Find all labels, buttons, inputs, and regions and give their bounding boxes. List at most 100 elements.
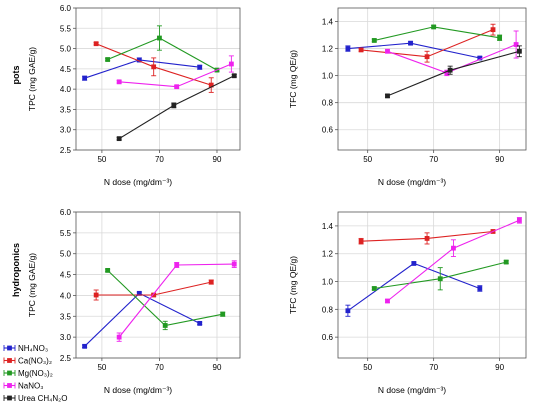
y-tick-label: 5.5 <box>60 229 72 238</box>
data-point-mgno3 <box>220 311 226 317</box>
x-tick-label: 90 <box>213 155 222 164</box>
y-tick-label: 6.0 <box>60 4 72 13</box>
y-tick-label: 0.8 <box>322 305 334 314</box>
data-point-nh4no3 <box>411 261 417 266</box>
data-point-nano3 <box>444 70 450 76</box>
data-point-mgno3 <box>162 323 168 328</box>
charts: 2.5 3.0 3.5 4.0 4.5 5.0 5.5 6.0 50 70 90 N dose (mg… <box>27 4 527 395</box>
data-point-nano3 <box>116 334 122 340</box>
chart-2: 0.6 0.8 1.0 1.2 1.4 50 70 90 N dose (mg/dm⁻³) TFC… <box>288 7 527 187</box>
data-point-nano3 <box>451 245 456 251</box>
y-axis-label: TFC (mg QE/g) <box>288 256 298 314</box>
data-point-cano3 <box>93 41 99 47</box>
series-cano3 <box>93 41 214 93</box>
data-point-mgno3 <box>431 24 437 30</box>
y-axis-label: TFC (mg QE/g) <box>288 50 298 108</box>
data-point-nano3 <box>174 84 180 90</box>
data-point-nano3 <box>513 42 519 47</box>
series-mgno3 <box>105 268 226 331</box>
legend-item-cano3: Ca(NO₃)₂ <box>3 357 52 366</box>
x-tick-label: 50 <box>363 155 372 164</box>
data-point-nh4no3 <box>477 55 483 61</box>
y-tick-label: 1.4 <box>322 222 334 231</box>
row-label-hydroponics: hydroponics <box>11 243 21 297</box>
y-tick-label: 6.0 <box>60 208 72 217</box>
series-cano3 <box>358 229 496 245</box>
series-mgno3 <box>371 259 509 291</box>
data-point-mgno3 <box>105 57 111 62</box>
y-tick-label: 1.4 <box>322 18 334 27</box>
data-point-cano3 <box>358 47 364 53</box>
data-point-nh4no3 <box>477 286 483 291</box>
series-cano3 <box>93 279 214 301</box>
data-point-nano3 <box>385 298 390 304</box>
series-line-nano3 <box>119 63 232 88</box>
data-point-nano3 <box>385 48 390 54</box>
data-point-nano3 <box>116 79 122 85</box>
x-tick-label: 50 <box>97 155 106 164</box>
data-point-urea <box>385 93 390 99</box>
data-point-nano3 <box>174 262 180 268</box>
y-tick-label: 1.0 <box>322 72 334 81</box>
y-tick-label: 5.0 <box>60 250 72 259</box>
legend-marker <box>7 395 12 401</box>
data-point-nh4no3 <box>136 57 142 63</box>
y-tick-label: 4.5 <box>60 271 72 280</box>
y-tick-label: 1.2 <box>322 250 334 259</box>
legend-label: NH₄NO₃ <box>18 344 48 353</box>
data-point-cano3 <box>151 292 157 298</box>
series-nano3 <box>384 30 519 77</box>
data-point-nano3 <box>228 61 234 67</box>
plot-frame <box>337 211 527 359</box>
data-point-nano3 <box>231 261 237 267</box>
y-tick-label: 5.5 <box>60 24 72 33</box>
y-axis-label: TPC (mg GAE/g) <box>27 253 37 317</box>
data-point-mgno3 <box>497 35 503 41</box>
y-tick-label: 3.0 <box>60 126 72 135</box>
y-tick-label: 3.5 <box>60 105 72 114</box>
series-urea <box>384 45 522 99</box>
data-point-cano3 <box>358 238 364 244</box>
data-point-urea <box>517 48 522 54</box>
legend-item-mgno3: Mg(NO₃)₂ <box>3 369 53 378</box>
data-point-mgno3 <box>371 38 377 43</box>
legend-label: NaNO₃ <box>18 382 43 391</box>
data-point-mgno3 <box>437 276 443 282</box>
plot-frame <box>75 211 241 359</box>
data-point-cano3 <box>151 64 157 70</box>
y-tick-label: 1.0 <box>322 278 334 287</box>
row-label-pots: pots <box>11 66 21 85</box>
series-cano3 <box>358 23 496 63</box>
y-tick-label: 2.5 <box>60 354 72 363</box>
x-tick-label: 70 <box>429 155 438 164</box>
data-point-mgno3 <box>157 35 162 41</box>
series-urea <box>116 73 237 142</box>
y-tick-label: 4.0 <box>60 291 72 300</box>
data-point-urea <box>231 73 237 79</box>
series-nano3 <box>116 55 234 90</box>
x-axis-label: N dose (mg/dm⁻³) <box>104 385 172 395</box>
series-nh4no3 <box>345 261 483 317</box>
data-point-cano3 <box>424 236 430 241</box>
legend-label: Urea CH₄N₂O <box>18 394 68 403</box>
data-point-nh4no3 <box>197 64 203 70</box>
series-nh4no3 <box>82 290 203 349</box>
x-axis-label: N dose (mg/dm⁻³) <box>378 177 446 187</box>
data-point-nh4no3 <box>345 308 351 314</box>
data-point-urea <box>171 102 177 108</box>
plot-frame <box>337 7 527 151</box>
x-tick-label: 90 <box>495 155 504 164</box>
y-tick-label: 1.2 <box>322 45 334 54</box>
data-point-nh4no3 <box>345 46 351 51</box>
legend-marker <box>7 358 12 363</box>
data-point-cano3 <box>93 292 99 298</box>
data-point-mgno3 <box>503 259 509 265</box>
data-point-urea <box>447 67 453 73</box>
data-point-cano3 <box>490 27 496 33</box>
series-line-mgno3 <box>374 26 500 42</box>
data-point-nh4no3 <box>136 290 142 296</box>
data-point-mgno3 <box>371 286 377 291</box>
x-tick-label: 70 <box>155 363 164 372</box>
series-nh4no3 <box>82 57 203 81</box>
